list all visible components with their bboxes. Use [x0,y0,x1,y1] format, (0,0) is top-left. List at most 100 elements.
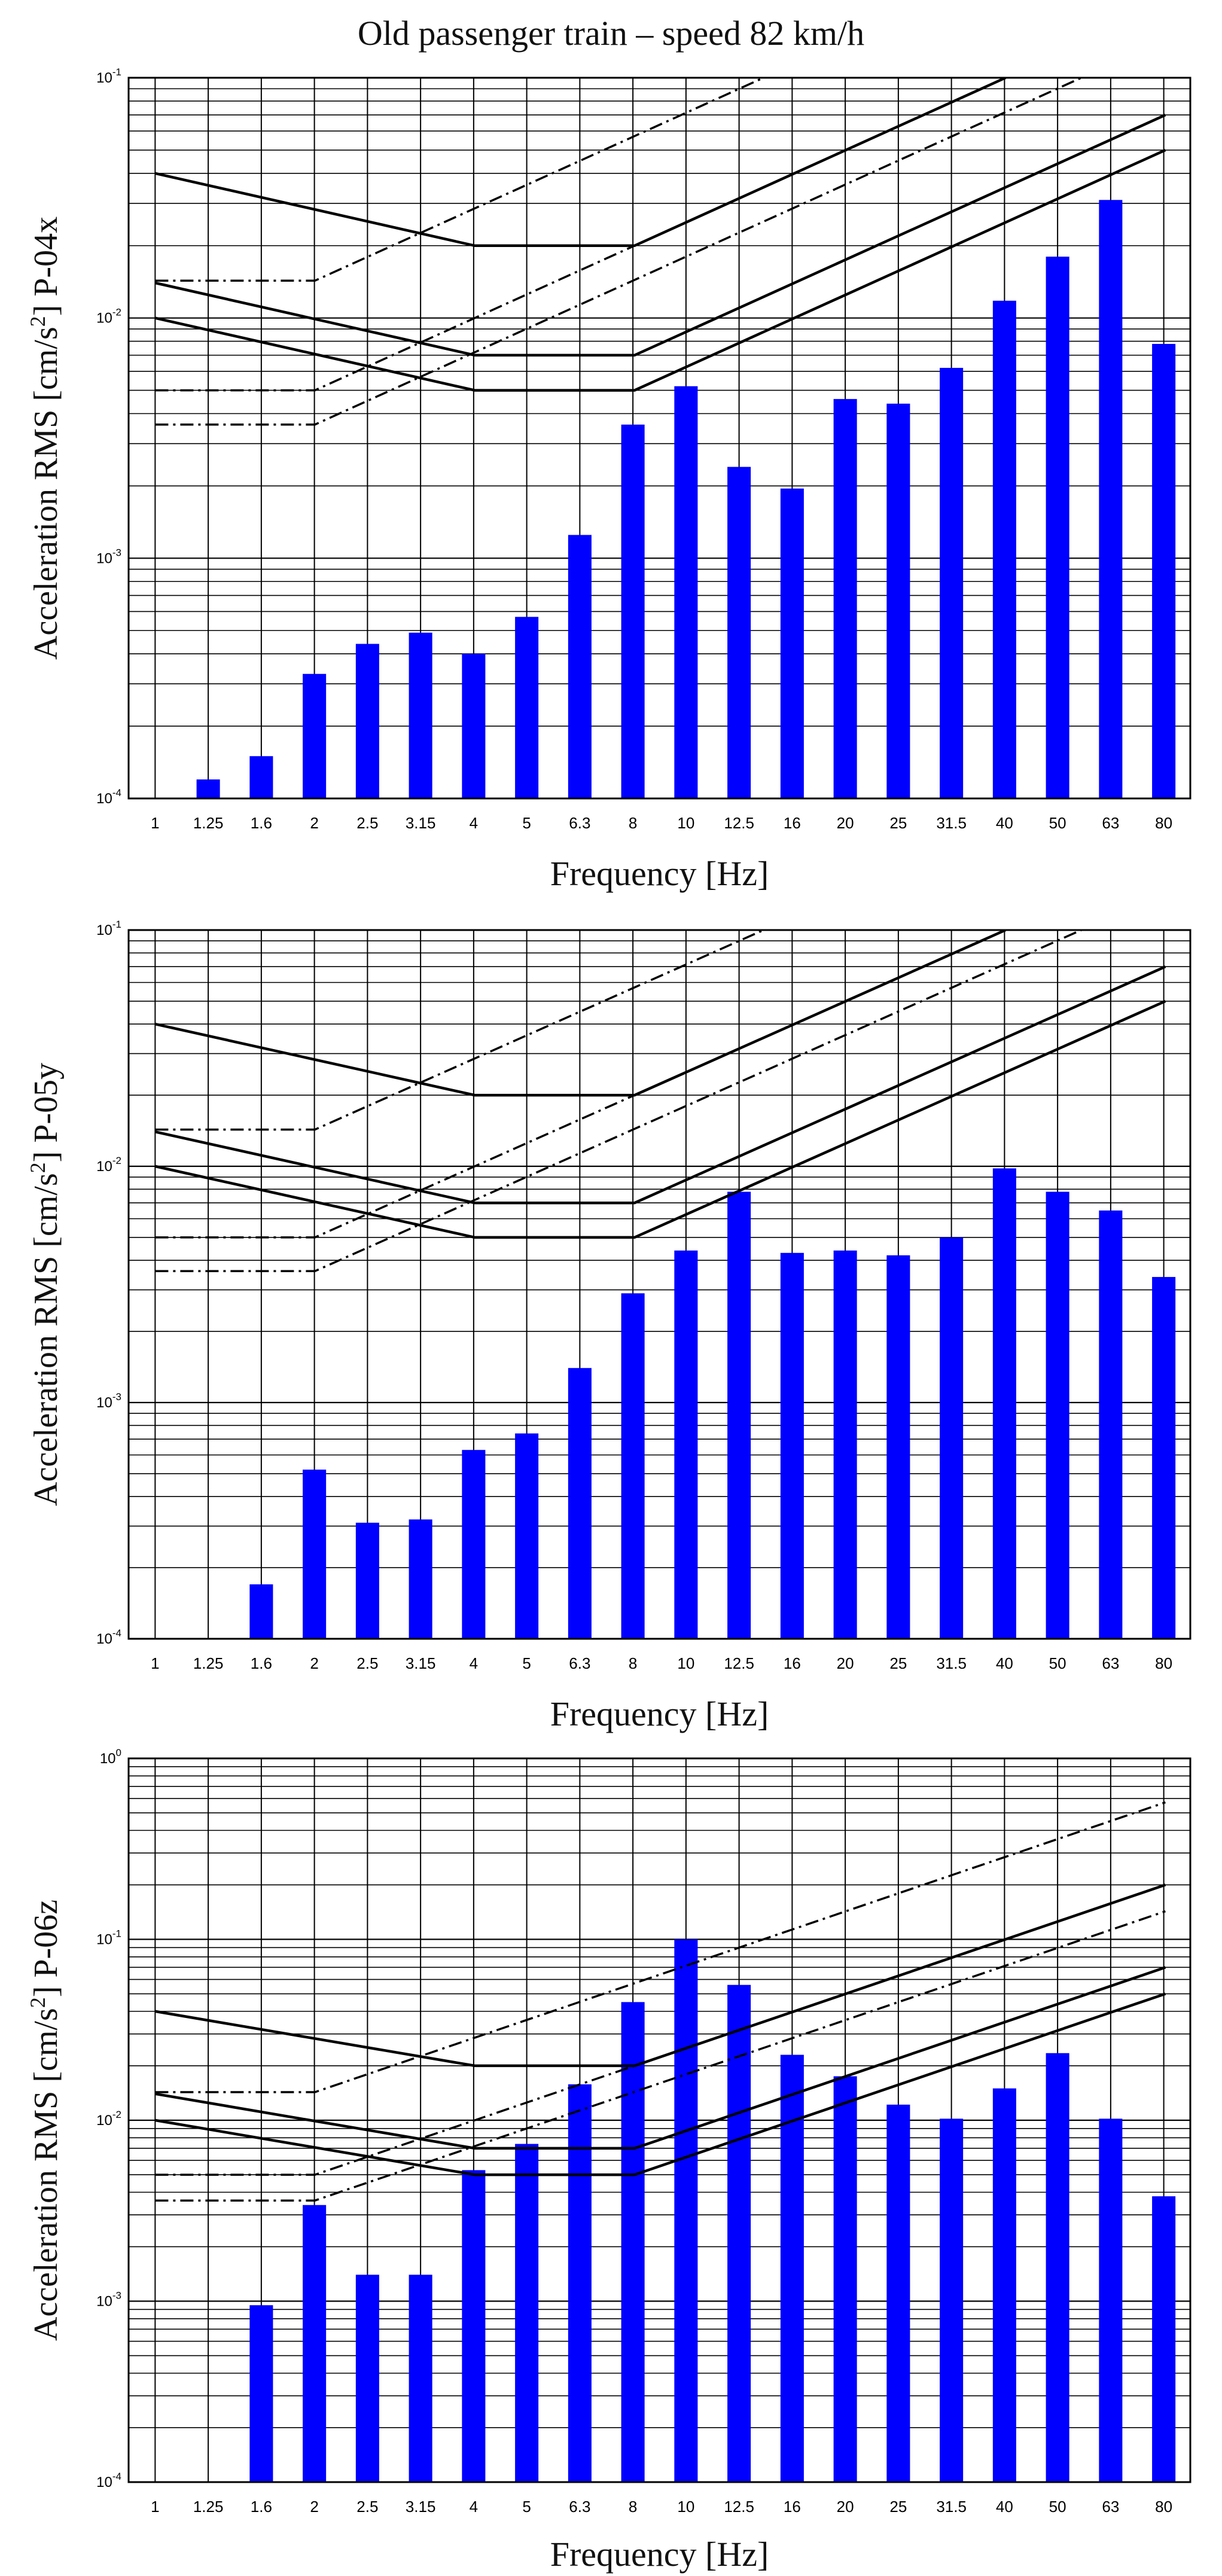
y-axis-label-prefix: Acceleration RMS [cm/s [28,327,65,660]
plot-area [127,77,1191,800]
y-tick-label: 10-2 [96,2109,121,2129]
x-tick-label: 50 [1049,814,1066,832]
bar-12_5hz [727,1984,751,2482]
bar-2hz [303,2205,327,2482]
y-axis-label-prefix: Acceleration RMS [cm/s [28,2008,65,2341]
bar-6_3hz [568,1368,592,1639]
y-tick-base: 10 [100,1751,116,1767]
x-tick-label: 2.5 [356,2498,378,2516]
y-tick-exp: -1 [112,1928,121,1940]
criteria-curves [155,1801,1166,2202]
bar-8hz [621,424,645,798]
x-tick-label: 1.6 [251,814,272,832]
x-tick-label: 63 [1102,1654,1119,1672]
y-tick-label: 10-1 [96,1928,121,1948]
bar-50hz [1046,2053,1069,2482]
x-tick-label: 1 [151,814,159,832]
bar-25hz [886,2104,910,2482]
bar-2_5hz [355,644,379,798]
x-tick-label: 12.5 [724,1654,754,1672]
plot-border [127,77,1191,800]
bar-3_15hz [409,632,432,798]
y-tick-base: 10 [96,1631,112,1647]
x-tick-label: 40 [996,814,1013,832]
bar-16hz [780,1252,804,1639]
y-tick-exp: 0 [116,1747,121,1758]
x-tick-label: 4 [470,2498,478,2516]
x-tick-label: 20 [837,2498,854,2516]
x-tick-label: 63 [1102,2498,1119,2516]
y-tick-label: 10-4 [96,2471,121,2490]
criterion-dashed-1 [155,930,766,1131]
bar-50hz [1046,257,1069,798]
y-tick-base: 10 [96,2294,112,2310]
bars [196,200,1176,798]
bar-1_6hz [249,1584,273,1639]
y-tick-base: 10 [96,2474,112,2490]
x-tick-label: 10 [677,814,694,832]
bar-1_6hz [249,2305,273,2482]
x-tick-label: 80 [1155,1654,1172,1672]
bar-63hz [1099,1210,1123,1639]
criterion-dashed-2 [155,78,1006,392]
criterion-dashed-2 [155,930,1006,1239]
y-axis-label: Acceleration RMS [cm/s2] P-06z [26,1900,65,2341]
bar-2_5hz [355,2275,379,2482]
y-tick-exp: -2 [112,1155,121,1166]
y-tick-label: 10-1 [96,919,121,938]
x-tick-label: 40 [996,1654,1013,1672]
bar-20hz [833,2076,857,2482]
bar-6_3hz [568,535,592,798]
x-tick-label: 16 [784,814,801,832]
y-tick-base: 10 [96,922,112,938]
x-tick-label: 3.15 [406,814,436,832]
x-tick-label: 12.5 [724,814,754,832]
bar-10hz [674,386,698,798]
y-axis-label-suffix: ] P-04x [28,217,65,316]
y-axis-label-sup: 2 [26,316,50,327]
y-tick-label: 10-1 [96,66,121,86]
x-axis-label: Frequency [Hz] [550,2535,769,2574]
bar-16hz [780,2054,804,2482]
page-title: Old passenger train – speed 82 km/h [357,14,865,53]
bar-5hz [515,617,539,798]
x-tick-label: 6.3 [569,814,590,832]
bar-2_5hz [355,1522,379,1639]
x-tick-label: 1 [151,1654,159,1672]
x-tick-label: 12.5 [724,2498,754,2516]
bar-3_15hz [409,1519,432,1639]
y-tick-label: 10-3 [96,1391,121,1411]
x-tick-label: 80 [1155,2498,1172,2516]
y-axis-label-prefix: Acceleration RMS [cm/s [28,1173,65,1506]
y-tick-exp: -2 [112,2109,121,2120]
bar-12_5hz [727,1191,751,1639]
bar-20hz [833,399,857,798]
x-tick-label: 25 [889,1654,907,1672]
plot-frame [127,929,1191,1640]
y-axis-label-suffix: ] P-05y [28,1063,65,1162]
x-tick-label: 16 [784,2498,801,2516]
criterion-dashed-3 [155,78,1084,426]
criterion-solid-2 [155,1966,1166,2150]
bar-31_5hz [940,368,964,798]
bar-31_5hz [940,1237,964,1639]
y-tick-base: 10 [96,550,112,566]
y-axis-label-suffix: ] P-06z [28,1900,65,1997]
y-tick-base: 10 [96,1932,112,1948]
y-tick-exp: -4 [112,787,121,798]
y-tick-base: 10 [96,70,112,86]
plot-area [127,929,1191,1640]
x-tick-label: 16 [784,1654,801,1672]
x-axis-label: Frequency [Hz] [550,1694,769,1733]
bar-16hz [780,488,804,798]
criteria-curves [154,78,1166,426]
x-tick-label: 25 [889,814,907,832]
criterion-solid-2 [154,965,1166,1205]
x-tick-label: 31.5 [936,814,967,832]
bar-1_25hz [196,779,220,798]
y-tick-label: 10-2 [96,1155,121,1175]
y-tick-label: 10-2 [96,307,121,327]
x-tick-label: 20 [837,1654,854,1672]
x-tick-label: 5 [522,1654,531,1672]
